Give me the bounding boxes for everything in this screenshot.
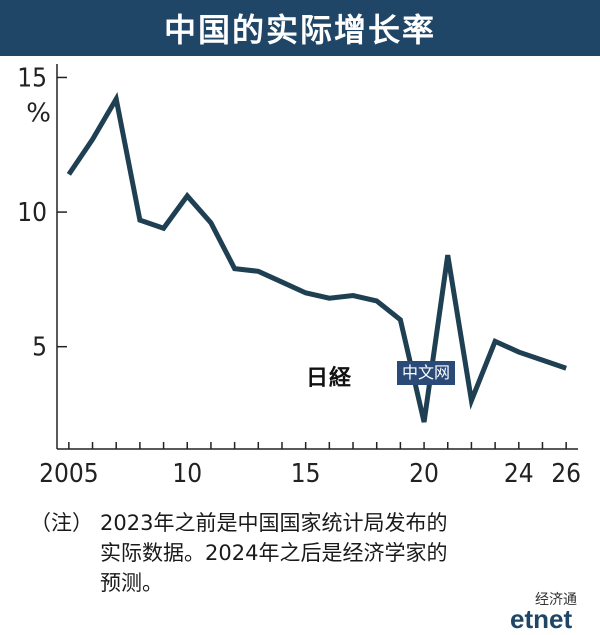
footnote-line-3: 预测。 bbox=[100, 571, 163, 595]
y-tick-label: 10 bbox=[17, 198, 47, 228]
footnote-line-1: 2023年之前是中国国家统计局发布的 bbox=[100, 511, 448, 535]
axis-ticks: 5 10 15% 2005 10 15 20 24 26 bbox=[17, 63, 581, 486]
source-label: 经济通 bbox=[535, 592, 577, 608]
chart-title: 中国的实际增长率 bbox=[163, 11, 436, 49]
x-tick-label: 20 bbox=[409, 459, 439, 486]
line-chart: 5 10 15% 2005 10 15 20 24 26 bbox=[17, 63, 581, 486]
x-tick-label: 26 bbox=[551, 459, 581, 486]
source-logo: etnet bbox=[510, 604, 573, 634]
chart-marks bbox=[66, 92, 567, 423]
y-tick-label: 5 bbox=[32, 333, 47, 363]
x-tick-label: 10 bbox=[172, 459, 202, 486]
footnote-line-2: 实际数据。2024年之后是经济学家的 bbox=[100, 541, 448, 565]
watermark-label: 中文网 bbox=[397, 361, 456, 385]
y-unit-label: % bbox=[26, 98, 51, 128]
chart-axes bbox=[56, 64, 578, 450]
footnote: （注） 2023年之前是中国国家统计局发布的 实际数据。2024年之后是经济学家的… bbox=[30, 508, 590, 598]
footnote-prefix: （注） bbox=[30, 511, 93, 535]
x-tick-label: 24 bbox=[504, 459, 534, 486]
title-bar: 中国的实际增长率 bbox=[0, 0, 600, 56]
y-tick-label: 15 bbox=[17, 63, 47, 93]
x-tick-label: 15 bbox=[291, 459, 321, 486]
x-tick-label: 2005 bbox=[39, 459, 99, 486]
watermark-logo: 日経 bbox=[306, 365, 353, 391]
series-line bbox=[66, 92, 567, 423]
